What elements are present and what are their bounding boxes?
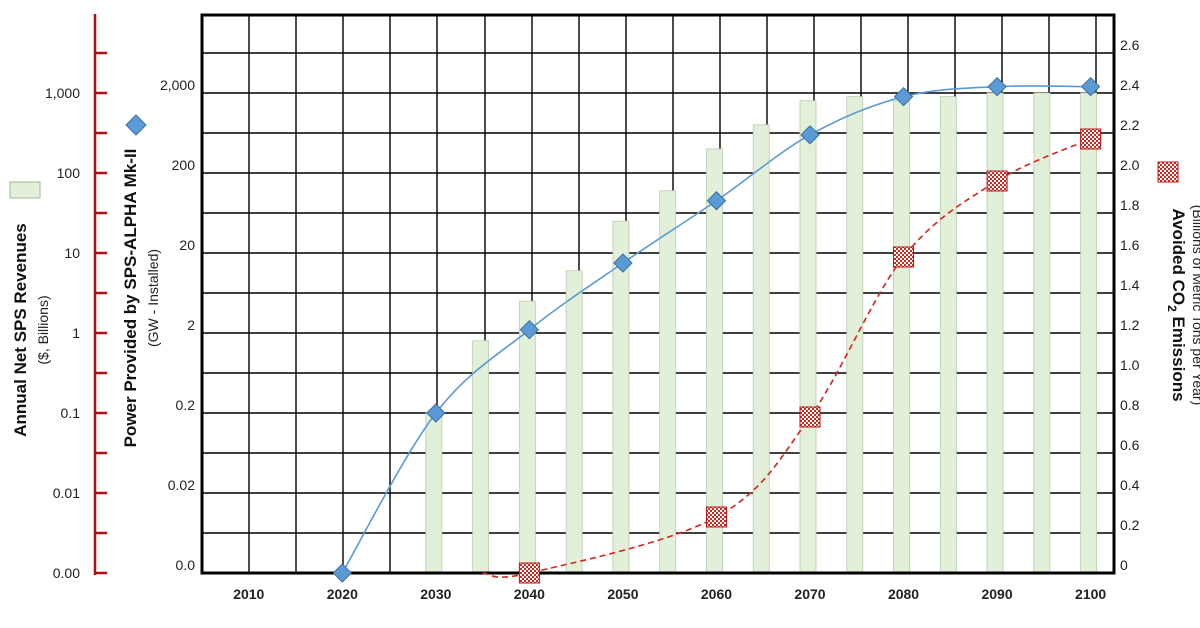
co2-marker — [799, 406, 821, 428]
co2-tick-label: 0.4 — [1120, 477, 1140, 493]
co2-tick-label: 1.8 — [1120, 197, 1140, 213]
power-marker — [519, 319, 540, 340]
co2-tick-label: 1.4 — [1120, 277, 1140, 293]
power-tick-label: 200 — [172, 157, 196, 173]
power-legend-marker — [125, 114, 147, 136]
x-tick-label: 2010 — [233, 586, 264, 602]
co2-axis-ticks: 0 0.2 0.4 0.6 0.8 1.0 1.2 1.4 1.6 1.8 2.0 2.2 2.4 2.6 — [1120, 37, 1140, 573]
series-markers — [332, 76, 1102, 584]
power-tick-label: 0.2 — [176, 397, 196, 413]
revenue-bars — [425, 92, 1098, 574]
x-tick-label: 2050 — [607, 586, 638, 602]
co2-marker — [986, 170, 1008, 192]
power-tick-label: 0.02 — [168, 477, 195, 493]
revenue-tick-label: 10 — [64, 245, 80, 261]
x-tick-label: 2090 — [981, 586, 1012, 602]
revenue-bar — [565, 270, 583, 574]
co2-tick-label: 0 — [1120, 557, 1128, 573]
power-legend-diamond — [125, 114, 147, 136]
revenue-tick-label: 1,000 — [45, 85, 80, 101]
co2-tick-label: 2.6 — [1120, 37, 1140, 53]
co2-legend-marker — [1157, 161, 1179, 183]
power-tick-label: 0.0 — [176, 557, 196, 573]
co2-marker — [893, 246, 915, 268]
revenue-bar — [612, 220, 630, 574]
revenue-bar — [518, 300, 536, 574]
co2-marker — [1080, 128, 1102, 150]
co2-marker — [705, 506, 727, 528]
power-marker — [332, 563, 353, 583]
grid-lines — [201, 15, 1114, 573]
revenue-bar — [939, 96, 957, 574]
power-marker — [893, 86, 914, 107]
revenue-bar — [659, 190, 677, 574]
x-tick-label: 2070 — [794, 586, 825, 602]
co2-marker — [518, 562, 540, 584]
x-tick-label: 2060 — [701, 586, 732, 602]
x-axis-ticks: 2010 2020 2030 2040 2050 2060 2070 2080 2090 2100 — [233, 586, 1106, 602]
power-axis-label: Power Provided by SPS-ALPHA Mk-II — [121, 149, 140, 448]
x-tick-label: 2100 — [1075, 586, 1106, 602]
co2-tick-label: 2.2 — [1120, 117, 1140, 133]
power-tick-label: 2,000 — [160, 77, 195, 93]
revenue-tick-label: 0.1 — [61, 405, 81, 421]
x-tick-label: 2030 — [420, 586, 451, 602]
co2-tick-label: 1.0 — [1120, 357, 1140, 373]
revenue-axis-unit: ($, Billions) — [35, 295, 51, 364]
revenue-tick-label: 1 — [72, 325, 80, 341]
power-marker — [613, 253, 633, 273]
revenue-bar — [1033, 92, 1051, 574]
x-tick-label: 2020 — [327, 586, 358, 602]
power-marker — [800, 125, 820, 145]
revenue-legend-swatch — [9, 181, 41, 199]
co2-axis-label: Avoided CO2 Emissions — [1165, 208, 1188, 401]
power-tick-label: 20 — [179, 237, 195, 253]
revenue-bar — [893, 100, 910, 574]
co2-tick-label: 0.6 — [1120, 437, 1140, 453]
x-tick-label: 2080 — [888, 586, 919, 602]
revenue-tick-label: 0.00 — [53, 565, 80, 581]
revenue-bar — [472, 340, 490, 574]
co2-tick-label: 1.2 — [1120, 317, 1140, 333]
power-axis-unit: (GW - Installed) — [145, 249, 161, 347]
co2-legend-square — [1157, 161, 1179, 183]
power-marker — [987, 76, 1007, 97]
co2-tick-label: 2.0 — [1120, 157, 1140, 173]
revenue-tick-label: 100 — [57, 165, 81, 181]
revenue-bar — [425, 412, 443, 574]
co2-tick-label: 0.2 — [1120, 517, 1140, 533]
power-marker — [1080, 76, 1101, 97]
x-tick-label: 2040 — [514, 586, 545, 602]
co2-tick-label: 2.4 — [1120, 77, 1140, 93]
power-axis-ticks: 0.0 0.02 0.2 2 20 200 2,000 — [160, 77, 195, 573]
revenue-bar — [799, 100, 817, 574]
revenue-bar — [1080, 92, 1098, 574]
power-marker — [706, 191, 727, 211]
revenue-bar — [846, 96, 864, 574]
power-line — [341, 85, 1091, 574]
co2-tick-label: 1.6 — [1120, 237, 1140, 253]
revenue-tick-label: 0.01 — [53, 485, 80, 501]
revenue-axis-label: Annual Net SPS Revenues — [11, 223, 30, 437]
revenue-bar — [752, 124, 770, 574]
revenue-axis: 0.00 0.01 0.1 1 10 100 1,000 — [45, 14, 107, 581]
co2-tick-label: 0.8 — [1120, 397, 1140, 413]
power-marker — [426, 403, 446, 423]
plot-frame — [200, 13, 1116, 575]
revenue-bar — [986, 92, 1004, 574]
co2-axis-unit: (Billions of Metric Tons per Year) — [1190, 205, 1200, 406]
power-tick-label: 2 — [187, 317, 195, 333]
